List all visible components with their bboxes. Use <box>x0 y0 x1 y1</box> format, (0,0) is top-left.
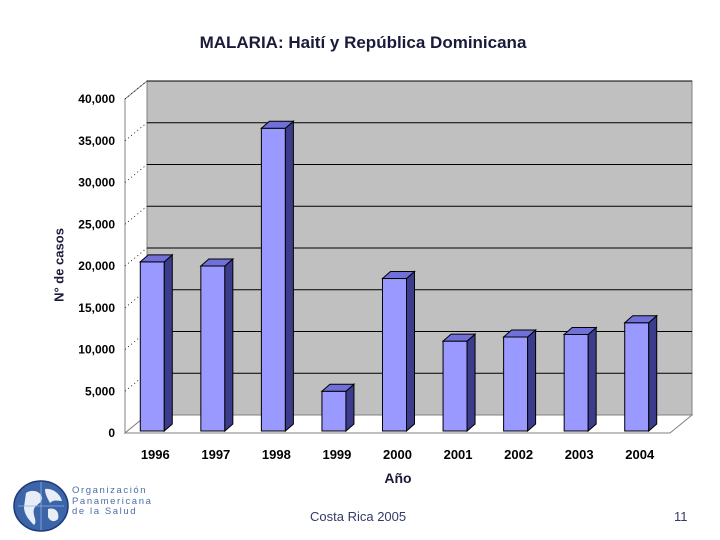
y-tick-label: 10,000 <box>78 343 115 357</box>
organization-line: Organización <box>72 485 148 496</box>
bar-top <box>320 383 356 392</box>
bar-top <box>260 120 295 129</box>
footer-location: Costa Rica 2005 <box>310 509 407 524</box>
bar-side <box>648 314 658 433</box>
bar-side <box>163 253 173 433</box>
bar <box>200 265 226 432</box>
organization-line: Panamericana <box>72 495 153 507</box>
x-axis-label: Año <box>384 470 412 486</box>
x-tick-label: 1997 <box>201 447 230 462</box>
gridline-side <box>124 80 148 100</box>
bar-side <box>345 383 355 433</box>
gridline-side <box>124 205 148 225</box>
y-tick-label: 35,000 <box>78 134 115 148</box>
bar-side <box>406 270 415 433</box>
bar <box>563 333 589 432</box>
gridline-side <box>124 247 148 267</box>
bar <box>321 390 347 432</box>
bar-top <box>502 329 537 338</box>
y-tick-label: 25,000 <box>78 217 115 231</box>
globe-logo-icon <box>13 480 69 532</box>
bar <box>260 127 286 432</box>
x-tick-label: 1996 <box>141 447 170 462</box>
x-tick-label: 2003 <box>565 447 594 462</box>
y-tick-label: 15,000 <box>78 301 115 315</box>
bar-side <box>466 333 476 433</box>
bar <box>382 278 407 432</box>
y-axis-label: N° de casos <box>51 228 67 302</box>
x-tick-label: 2001 <box>444 447 473 462</box>
gridline-side <box>124 164 148 183</box>
x-tick-label: 1998 <box>262 447 291 462</box>
y-tick-label: 30,000 <box>78 176 115 190</box>
gridline-side <box>124 289 148 309</box>
bar-top <box>381 271 416 280</box>
chart-title: MALARIA: Haití y República Dominicana <box>199 33 527 52</box>
bar-side <box>224 257 234 433</box>
bar-top <box>138 254 174 263</box>
bar-top <box>562 326 598 335</box>
bar-top <box>623 315 659 324</box>
x-tick-label: 2000 <box>383 447 412 462</box>
bar-side <box>587 326 597 433</box>
y-tick-label: 5,000 <box>85 384 115 398</box>
gridline-side <box>124 372 148 392</box>
bar-top <box>199 258 235 267</box>
x-tick-label: 1999 <box>322 447 351 462</box>
bar-top <box>441 333 477 342</box>
y-tick-label: 40,000 <box>78 92 115 106</box>
y-tick-label: 0 <box>108 426 115 440</box>
bar-side <box>527 328 537 433</box>
organization-line: de la Salud <box>72 506 138 517</box>
gridline-side <box>124 331 148 350</box>
bar <box>503 336 529 432</box>
bar-side <box>284 120 294 433</box>
page-number: 11 <box>674 509 688 524</box>
gridline-side <box>124 122 148 142</box>
x-tick-label: 2004 <box>625 447 655 462</box>
y-tick-label: 20,000 <box>78 259 115 273</box>
x-tick-label: 2002 <box>504 447 533 462</box>
bar <box>139 261 165 432</box>
bar <box>624 322 650 432</box>
bar <box>442 340 468 432</box>
organization-name: Organización Panamericana de la Salud <box>72 485 153 518</box>
